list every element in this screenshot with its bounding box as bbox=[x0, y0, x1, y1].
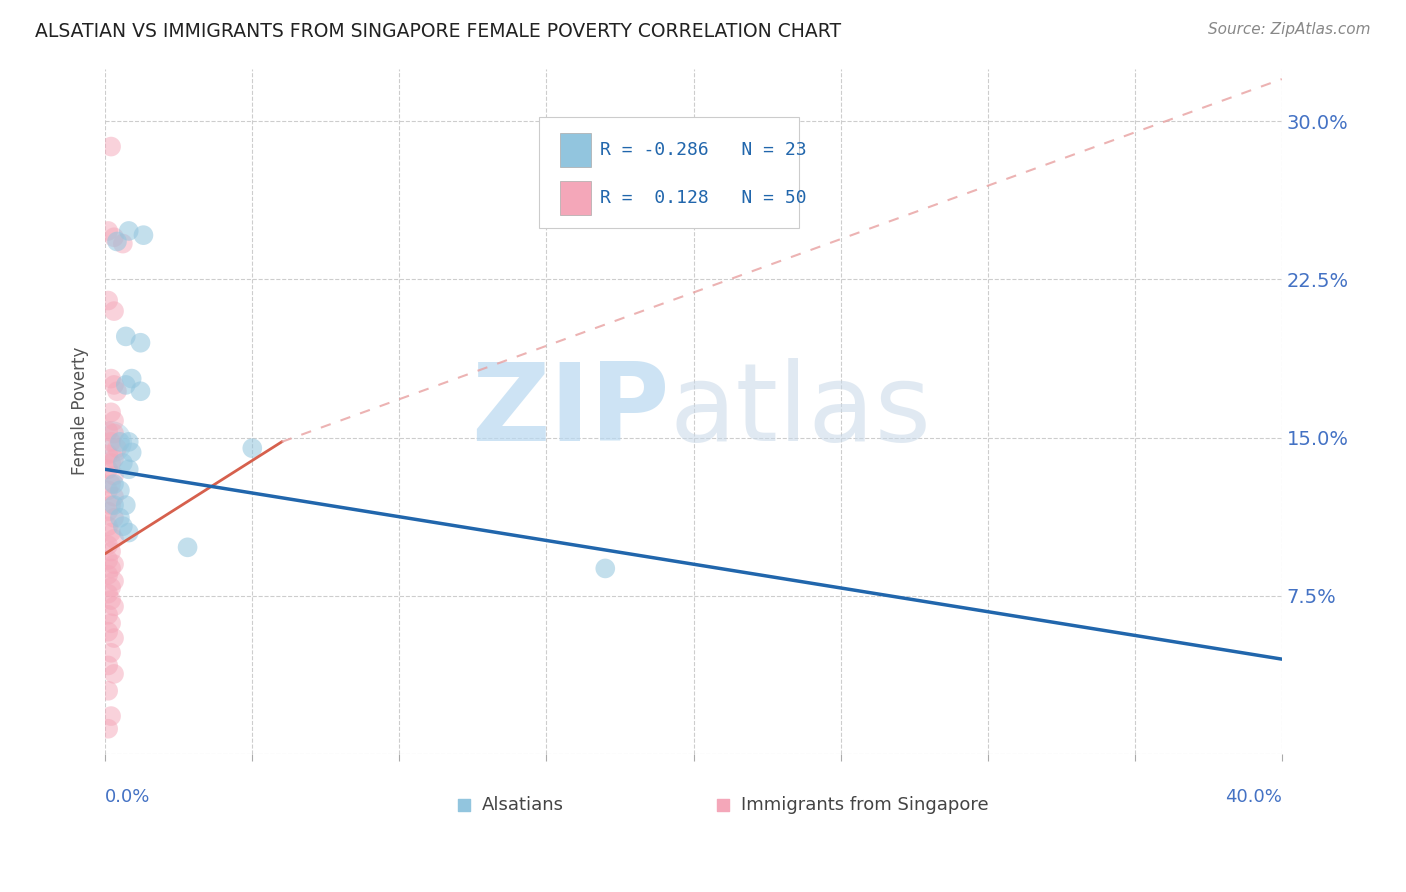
Point bbox=[97, 425, 120, 439]
Text: R =  0.128   N = 50: R = 0.128 N = 50 bbox=[599, 189, 806, 207]
Point bbox=[103, 490, 125, 504]
Point bbox=[100, 477, 122, 491]
Point bbox=[103, 532, 125, 546]
Point bbox=[100, 544, 122, 558]
Point bbox=[97, 538, 120, 552]
Point bbox=[97, 567, 120, 582]
Point bbox=[97, 462, 120, 476]
Point bbox=[118, 224, 141, 238]
Point bbox=[103, 230, 125, 244]
Point bbox=[100, 581, 122, 595]
Point bbox=[103, 468, 125, 483]
Point bbox=[97, 722, 120, 736]
Point bbox=[114, 329, 136, 343]
Point bbox=[97, 519, 120, 533]
Point bbox=[97, 504, 120, 518]
Text: ALSATIAN VS IMMIGRANTS FROM SINGAPORE FEMALE POVERTY CORRELATION CHART: ALSATIAN VS IMMIGRANTS FROM SINGAPORE FE… bbox=[35, 22, 841, 41]
Point bbox=[103, 599, 125, 614]
Point bbox=[103, 451, 125, 466]
Point bbox=[97, 587, 120, 601]
Point bbox=[132, 228, 155, 243]
Point bbox=[103, 498, 125, 512]
Point bbox=[97, 448, 120, 462]
Point bbox=[114, 378, 136, 392]
Point bbox=[100, 593, 122, 607]
Point bbox=[97, 607, 120, 622]
Point bbox=[593, 561, 616, 575]
Point bbox=[97, 224, 120, 238]
Point bbox=[103, 378, 125, 392]
Point bbox=[103, 558, 125, 572]
Point bbox=[103, 477, 125, 491]
Point bbox=[103, 304, 125, 318]
Point bbox=[118, 462, 141, 476]
Point bbox=[103, 574, 125, 588]
Point bbox=[103, 510, 125, 524]
Point bbox=[121, 371, 143, 385]
Text: 40.0%: 40.0% bbox=[1225, 789, 1282, 806]
Point bbox=[114, 498, 136, 512]
Text: 0.0%: 0.0% bbox=[105, 789, 150, 806]
Point bbox=[118, 434, 141, 449]
Point bbox=[105, 441, 128, 455]
Point bbox=[100, 434, 122, 449]
Point bbox=[100, 371, 122, 385]
Text: Source: ZipAtlas.com: Source: ZipAtlas.com bbox=[1208, 22, 1371, 37]
Y-axis label: Female Poverty: Female Poverty bbox=[72, 347, 89, 475]
Point bbox=[100, 525, 122, 540]
Point bbox=[111, 519, 134, 533]
Point bbox=[100, 709, 122, 723]
Point bbox=[111, 456, 134, 470]
Point bbox=[105, 235, 128, 249]
Text: ZIP: ZIP bbox=[471, 359, 671, 464]
Text: Alsatians: Alsatians bbox=[482, 797, 564, 814]
Point bbox=[100, 561, 122, 575]
Point bbox=[103, 631, 125, 645]
Point bbox=[100, 434, 122, 449]
Point bbox=[100, 646, 122, 660]
Point bbox=[103, 414, 125, 428]
Point bbox=[129, 384, 152, 399]
Text: atlas: atlas bbox=[671, 359, 932, 464]
Point bbox=[100, 456, 122, 470]
Point bbox=[100, 498, 122, 512]
Point bbox=[97, 483, 120, 498]
Point bbox=[176, 541, 198, 555]
Point bbox=[118, 525, 141, 540]
Point bbox=[105, 384, 128, 399]
Point bbox=[97, 553, 120, 567]
Point bbox=[100, 139, 122, 153]
Point bbox=[108, 510, 131, 524]
Point bbox=[240, 441, 263, 455]
Point bbox=[100, 405, 122, 419]
Point bbox=[111, 236, 134, 251]
Point bbox=[129, 335, 152, 350]
Point bbox=[97, 658, 120, 673]
Point bbox=[121, 445, 143, 459]
Point bbox=[97, 293, 120, 308]
Text: R = -0.286   N = 23: R = -0.286 N = 23 bbox=[599, 141, 806, 159]
Point bbox=[103, 426, 125, 441]
Point bbox=[103, 666, 125, 681]
Point bbox=[108, 483, 131, 498]
Point bbox=[97, 624, 120, 639]
Point bbox=[100, 616, 122, 631]
Text: Immigrants from Singapore: Immigrants from Singapore bbox=[741, 797, 988, 814]
Point bbox=[108, 434, 131, 449]
Point bbox=[97, 683, 120, 698]
